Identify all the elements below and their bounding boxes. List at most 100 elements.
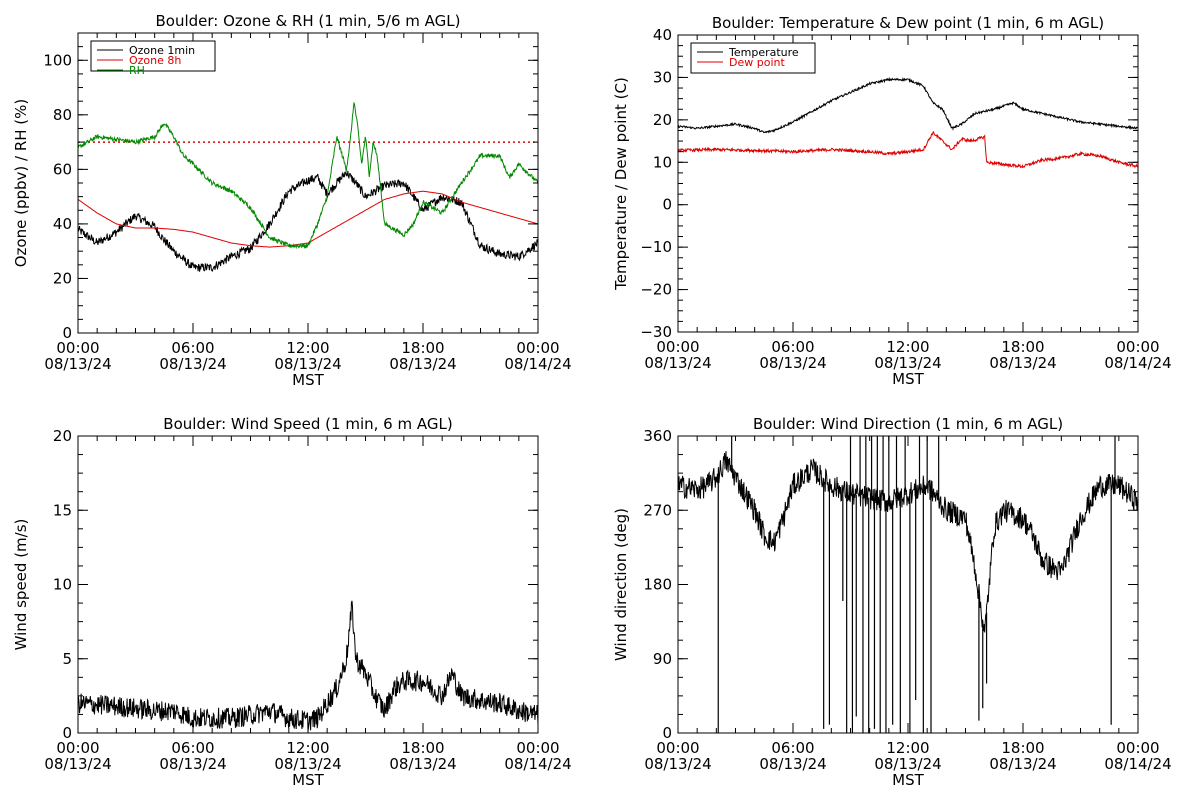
chart-panel-4: Boulder: Wind Direction (1 min, 6 m AGL)… — [612, 415, 1172, 789]
x-tick-label: 06:00 — [171, 339, 214, 357]
legend-label: Ozone 8h — [129, 54, 181, 67]
y-tick-label: 20 — [53, 269, 72, 287]
y-tick-label: 30 — [653, 68, 672, 86]
y-tick-label: 5 — [62, 650, 72, 668]
y-tick-label: 0 — [62, 724, 72, 742]
x-tick-label: 00:00 — [1116, 338, 1159, 356]
x-tick-label: 00:00 — [656, 338, 699, 356]
x-tick-label: 06:00 — [771, 739, 814, 757]
y-tick-label: −10 — [640, 238, 672, 256]
x-tick-label: 18:00 — [401, 339, 444, 357]
chart-title: Boulder: Wind Speed (1 min, 6 m AGL) — [163, 415, 452, 433]
x-tick-label: 12:00 — [886, 338, 929, 356]
x-tick-date-label: 08/13/24 — [644, 755, 711, 773]
x-tick-date-label: 08/13/24 — [389, 355, 456, 373]
x-tick-date-label: 08/13/24 — [274, 355, 341, 373]
y-tick-label: 360 — [643, 427, 672, 445]
x-tick-label: 00:00 — [56, 339, 99, 357]
x-tick-date-label: 08/14/24 — [504, 755, 571, 773]
x-tick-label: 12:00 — [286, 739, 329, 757]
legend-label: Ozone 1min — [129, 44, 195, 57]
chart-panel-2: Boulder: Temperature & Dew point (1 min,… — [612, 14, 1172, 388]
y-axis-label: Wind direction (deg) — [612, 508, 630, 661]
series-line-dew-point — [677, 131, 1139, 169]
x-tick-label: 00:00 — [1116, 739, 1159, 757]
y-axis-label: Wind speed (m/s) — [12, 519, 30, 651]
y-axis-label: Temperature / Dew point (C) — [612, 77, 630, 291]
x-tick-label: 18:00 — [1001, 739, 1044, 757]
x-tick-label: 00:00 — [56, 739, 99, 757]
y-tick-label: 100 — [43, 51, 72, 69]
x-tick-date-label: 08/13/24 — [874, 755, 941, 773]
plot-frame — [677, 34, 1139, 333]
y-tick-label: −30 — [640, 323, 672, 341]
x-tick-label: 18:00 — [1001, 338, 1044, 356]
x-tick-date-label: 08/13/24 — [44, 355, 111, 373]
x-tick-label: 00:00 — [516, 339, 559, 357]
x-tick-date-label: 08/13/24 — [274, 755, 341, 773]
x-tick-date-label: 08/14/24 — [504, 355, 571, 373]
x-tick-label: 12:00 — [286, 339, 329, 357]
x-tick-date-label: 08/14/24 — [1104, 755, 1171, 773]
x-tick-date-label: 08/13/24 — [644, 354, 711, 372]
legend-box — [90, 40, 216, 72]
x-tick-label: 00:00 — [656, 739, 699, 757]
y-tick-label: 20 — [653, 111, 672, 129]
chart-panel-1: Boulder: Ozone & RH (1 min, 5/6 m AGL) 0 2… — [12, 12, 572, 389]
x-tick-label: 12:00 — [886, 739, 929, 757]
plot-frame — [677, 435, 1139, 734]
y-tick-label: 0 — [662, 196, 672, 214]
series-line-rh — [77, 101, 539, 250]
y-tick-label: 15 — [53, 501, 72, 519]
x-tick-label: 06:00 — [771, 338, 814, 356]
y-tick-label: 20 — [53, 427, 72, 445]
x-tick-date-label: 08/13/24 — [159, 755, 226, 773]
y-tick-label: 270 — [643, 501, 672, 519]
series-line-ozone-8h — [77, 190, 539, 248]
chart-title: Boulder: Ozone & RH (1 min, 5/6 m AGL) — [155, 12, 460, 30]
legend-box — [690, 42, 816, 74]
y-tick-label: 40 — [53, 215, 72, 233]
x-tick-date-label: 08/13/24 — [389, 755, 456, 773]
y-tick-label: 40 — [653, 26, 672, 44]
plot-frame — [77, 435, 539, 734]
y-tick-label: 60 — [53, 160, 72, 178]
x-axis-label: MST — [292, 771, 324, 789]
y-tick-label: 10 — [53, 576, 72, 594]
x-tick-label: 06:00 — [171, 739, 214, 757]
x-tick-date-label: 08/13/24 — [989, 755, 1056, 773]
y-tick-label: 80 — [53, 106, 72, 124]
chart-title: Boulder: Wind Direction (1 min, 6 m AGL) — [753, 415, 1063, 433]
x-tick-date-label: 08/13/24 — [759, 354, 826, 372]
y-tick-label: −20 — [640, 281, 672, 299]
legend-label: Dew point — [729, 56, 785, 69]
x-tick-date-label: 08/13/24 — [759, 755, 826, 773]
series-line-temperature — [677, 76, 1139, 134]
x-tick-label: 00:00 — [516, 739, 559, 757]
x-tick-date-label: 08/13/24 — [874, 354, 941, 372]
y-tick-label: 90 — [653, 650, 672, 668]
y-tick-label: 10 — [653, 153, 672, 171]
x-tick-date-label: 08/14/24 — [1104, 354, 1171, 372]
y-tick-label: 0 — [662, 724, 672, 742]
x-axis-label: MST — [892, 771, 924, 789]
x-tick-label: 18:00 — [401, 739, 444, 757]
legend-label: Temperature — [728, 46, 799, 59]
y-tick-label: 180 — [643, 576, 672, 594]
x-axis-label: MST — [292, 371, 324, 389]
y-axis-label: Ozone (ppbv) / RH (%) — [12, 99, 30, 268]
x-tick-date-label: 08/13/24 — [989, 354, 1056, 372]
y-tick-label: 0 — [62, 324, 72, 342]
chart-title: Boulder: Temperature & Dew point (1 min,… — [712, 14, 1104, 32]
series-line-ozone-1min — [77, 170, 539, 272]
x-axis-label: MST — [892, 370, 924, 388]
x-tick-date-label: 08/13/24 — [159, 355, 226, 373]
series-line-data — [77, 600, 539, 732]
legend-label: RH — [129, 64, 145, 77]
series-line-data — [677, 451, 1139, 633]
x-tick-date-label: 08/13/24 — [44, 755, 111, 773]
chart-panel-3: Boulder: Wind Speed (1 min, 6 m AGL) 0 5 10… — [12, 415, 572, 789]
